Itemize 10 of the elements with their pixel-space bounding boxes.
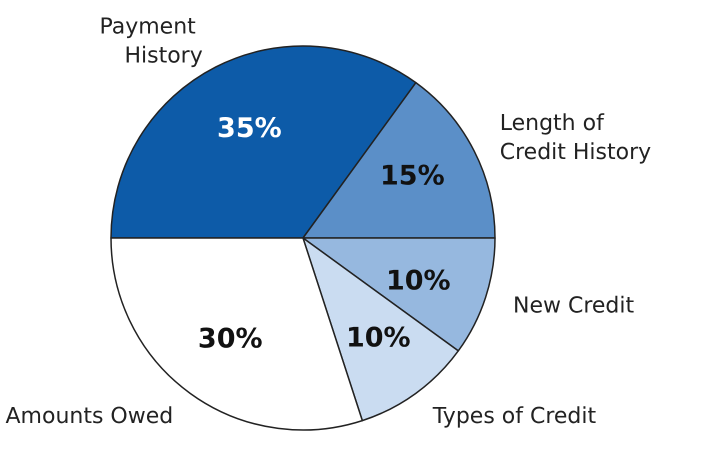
slice-label: New Credit	[512, 294, 635, 319]
data-label: 10%	[386, 266, 451, 297]
slice-label: Length of Credit History	[500, 110, 652, 165]
data-label: 15%	[380, 160, 445, 192]
slice-label: Payment History	[99, 14, 203, 68]
data-label: 35%	[217, 113, 282, 144]
data-label: 10%	[346, 322, 411, 354]
slice-label: Amounts Owed	[6, 404, 174, 430]
data-label: 30%	[198, 324, 263, 355]
slice-label: Types of Credit	[432, 404, 597, 430]
